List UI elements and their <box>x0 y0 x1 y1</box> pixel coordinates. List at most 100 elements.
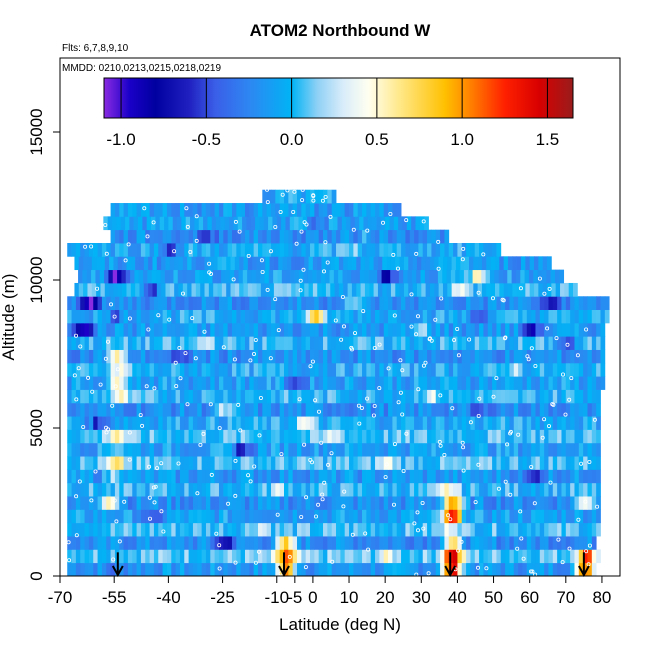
heatmap-cell <box>522 296 528 310</box>
heatmap-cell <box>565 482 571 497</box>
heatmap-cell <box>544 536 549 550</box>
heatmap-cell <box>522 496 528 510</box>
heatmap-cell <box>427 389 432 404</box>
heatmap-cell <box>192 203 198 217</box>
sample-point <box>521 556 526 561</box>
heatmap-cell <box>175 416 181 430</box>
heatmap-cell <box>414 389 419 404</box>
heatmap-cell <box>260 269 265 284</box>
heatmap-cell <box>80 389 85 404</box>
heatmap-cell <box>110 469 116 484</box>
heatmap-cell <box>422 469 428 484</box>
sample-point <box>231 277 236 282</box>
heatmap-cell <box>531 522 536 537</box>
heatmap-cell <box>435 376 441 390</box>
heatmap-cell <box>166 362 172 377</box>
sample-point <box>421 363 426 368</box>
heatmap-cell <box>205 549 211 564</box>
heatmap-cell <box>192 296 198 310</box>
heatmap-cell <box>281 216 286 231</box>
sample-point <box>146 327 151 332</box>
heatmap-cell <box>596 522 601 537</box>
heatmap-cell <box>379 349 385 364</box>
heatmap-cell <box>505 442 510 457</box>
heatmap-cell <box>153 243 159 257</box>
heatmap-cell <box>587 322 593 337</box>
heatmap-cell <box>344 349 350 364</box>
heatmap-cell <box>434 282 440 297</box>
heatmap-cell <box>297 349 302 364</box>
heatmap-cell <box>405 549 411 564</box>
heatmap-cell <box>401 442 406 457</box>
heatmap-cell <box>149 296 155 310</box>
heatmap-cell <box>244 376 250 390</box>
sample-point <box>176 461 181 466</box>
heatmap-cell <box>114 429 120 444</box>
heatmap-cell <box>135 256 140 271</box>
heatmap-cell <box>528 269 534 284</box>
heatmap-cell <box>236 442 242 457</box>
heatmap-cell <box>314 562 320 577</box>
heatmap-cell <box>440 416 445 430</box>
heatmap-cell <box>389 216 395 231</box>
sample-point <box>265 287 270 292</box>
heatmap-cell <box>275 469 281 484</box>
heatmap-cell <box>370 336 376 350</box>
heatmap-cell <box>316 269 322 284</box>
heatmap-cell <box>548 456 554 470</box>
heatmap-cell <box>179 442 185 457</box>
heatmap-cell <box>145 362 150 377</box>
heatmap-cell <box>106 522 111 537</box>
sample-point <box>152 500 157 505</box>
heatmap-cell <box>557 376 562 390</box>
sample-point <box>123 258 128 263</box>
heatmap-cell <box>164 216 169 231</box>
heatmap-cell <box>162 442 168 457</box>
heatmap-cell <box>270 496 276 510</box>
heatmap-cell <box>431 469 437 484</box>
heatmap-cell <box>166 469 172 484</box>
heatmap-cell <box>166 389 172 404</box>
heatmap-cell <box>561 322 567 337</box>
heatmap-cell <box>279 203 285 217</box>
heatmap-cell <box>578 442 584 457</box>
heatmap-cell <box>123 509 129 524</box>
heatmap-cell <box>388 322 393 337</box>
x-tick-label: 80 <box>592 588 611 607</box>
heatmap-cell <box>331 429 337 444</box>
heatmap-cell <box>531 402 536 417</box>
heatmap-cell <box>526 469 532 484</box>
sample-point <box>156 313 161 318</box>
heatmap-cell <box>574 482 580 497</box>
heatmap-cell <box>210 203 216 217</box>
sample-point <box>301 267 306 272</box>
heatmap-cell <box>270 469 276 484</box>
heatmap-cell <box>110 496 116 510</box>
heatmap-cell <box>327 189 333 204</box>
heatmap-cell <box>457 562 463 577</box>
heatmap-cell <box>197 389 203 404</box>
heatmap-cell <box>448 336 454 350</box>
sample-point <box>587 459 592 464</box>
heatmap-cell <box>88 482 94 497</box>
heatmap-cell <box>71 389 77 404</box>
sample-point <box>246 473 251 478</box>
heatmap-cell <box>370 402 376 417</box>
heatmap-cell <box>149 469 155 484</box>
heatmap-cell <box>259 216 265 231</box>
heatmap-cell <box>192 389 198 404</box>
heatmap-cell <box>431 442 437 457</box>
sample-point <box>257 433 262 438</box>
heatmap-cell <box>270 376 276 390</box>
heatmap-cell <box>297 309 302 324</box>
heatmap-cell <box>162 562 168 577</box>
heatmap-cell <box>526 429 532 444</box>
heatmap-row <box>78 269 565 284</box>
heatmap-cell <box>405 309 411 324</box>
heatmap-cell <box>110 243 116 257</box>
heatmap-cell <box>587 496 593 510</box>
heatmap-cell <box>114 482 120 497</box>
heatmap-row <box>67 349 606 364</box>
heatmap-cell <box>444 522 450 537</box>
heatmap-cell <box>74 256 80 271</box>
